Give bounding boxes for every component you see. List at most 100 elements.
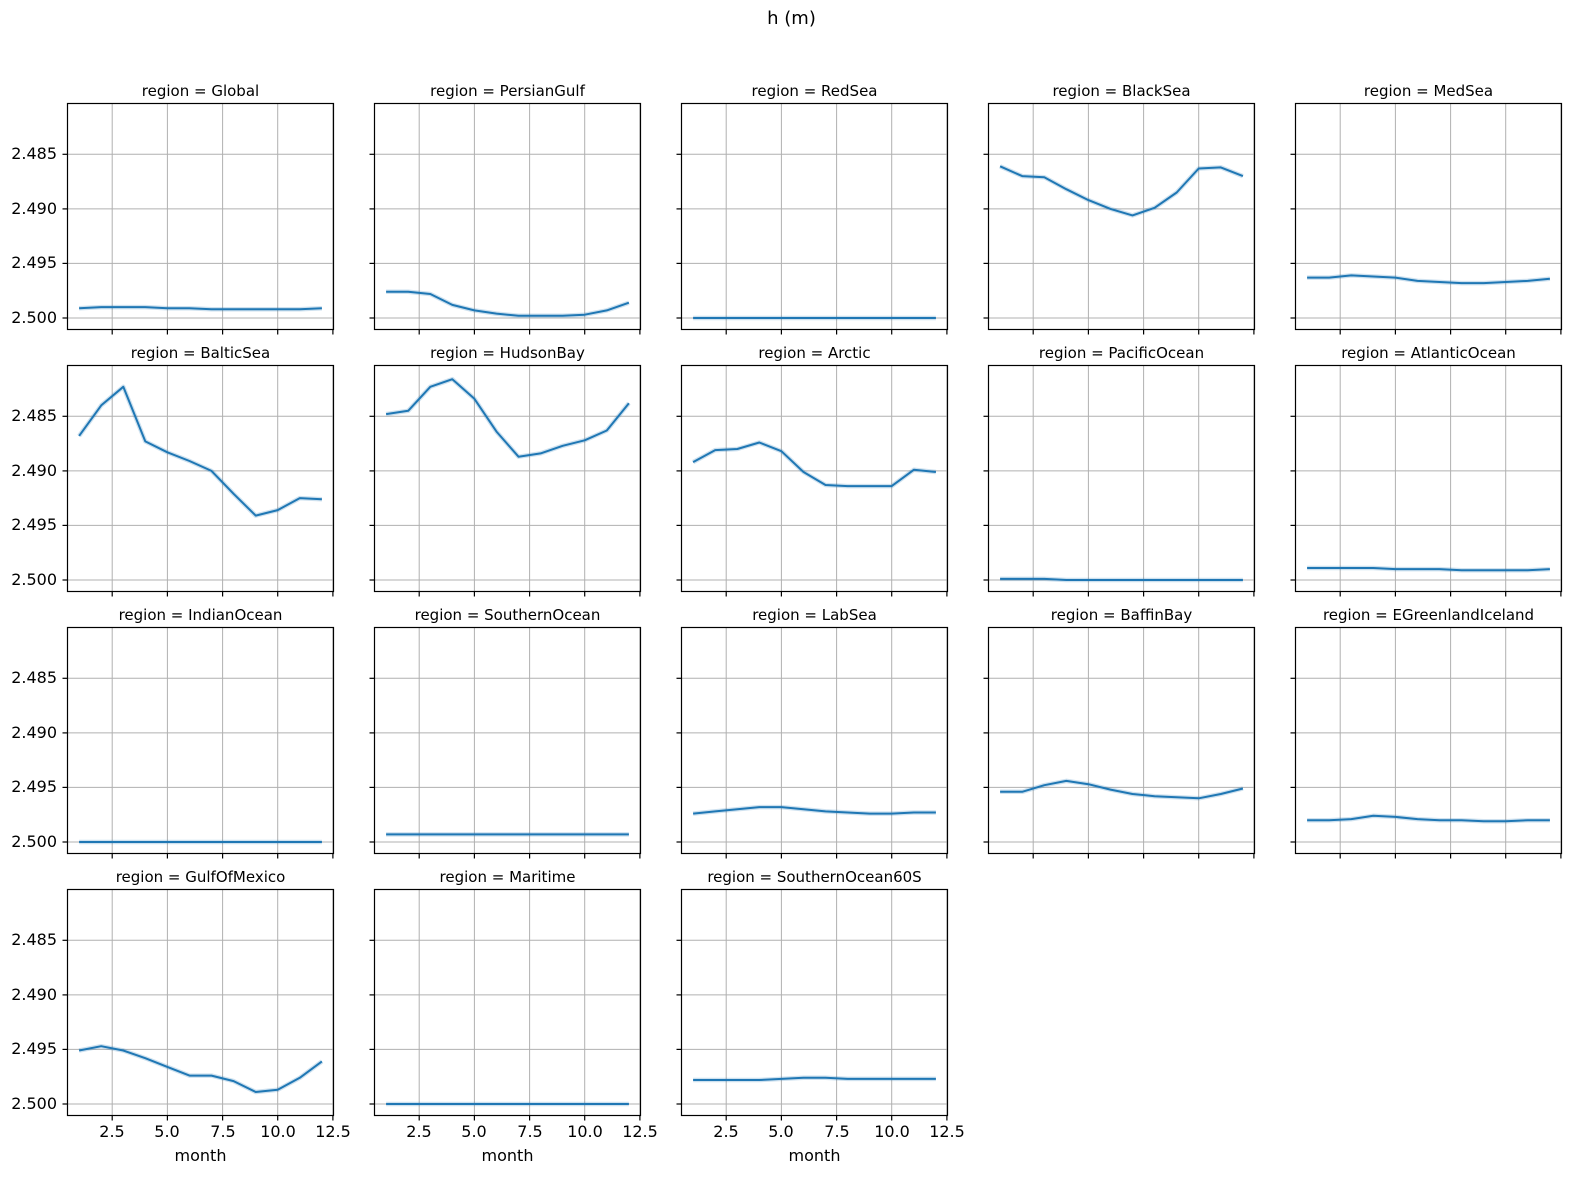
y-tick-label: 2.485 <box>11 406 57 425</box>
facet-plot-area <box>369 364 642 597</box>
facet-plot-area: 2.485 2.490 2.495 2.500 <box>11 102 335 335</box>
axes-spine <box>373 888 642 1117</box>
facet-title: region = Maritime <box>439 868 576 886</box>
axes-spine <box>680 888 949 1117</box>
facet-plot <box>983 102 1256 335</box>
axes-spine <box>1294 626 1563 855</box>
axes-spine <box>987 102 1256 331</box>
facet-panel-BaffinBay: region = BaffinBay <box>983 604 1256 859</box>
facet-plot-area: 2.485 2.490 2.495 2.500 <box>11 364 335 597</box>
axes-spine <box>1294 102 1563 331</box>
facet-plot <box>62 364 335 597</box>
facet-title: region = SouthernOcean60S <box>707 868 922 886</box>
data-line <box>78 385 322 517</box>
y-tick-label: 2.495 <box>11 515 57 534</box>
facet-plot <box>369 102 642 335</box>
facet-plot <box>1290 364 1563 597</box>
facet-title: region = BaffinBay <box>1050 606 1193 624</box>
facet-plot <box>983 364 1256 597</box>
facet-plot <box>369 364 642 597</box>
facet-panel-GulfOfMexico: region = GulfOfMexico 2.485 2.490 2.495 2.50… <box>11 866 351 1165</box>
facet-title: region = RedSea <box>751 82 878 100</box>
facet-title: region = BlackSea <box>1052 82 1191 100</box>
confidence-band <box>999 164 1244 218</box>
facet-plot-area <box>676 364 949 597</box>
y-tick-label: 2.490 <box>11 723 57 742</box>
x-tick-label: 7.5 <box>210 1122 236 1141</box>
facet-panel-Arctic: region = Arctic <box>676 342 949 597</box>
data-line <box>1307 274 1550 285</box>
facet-panel-BlackSea: region = BlackSea <box>983 80 1256 335</box>
x-tick-label: 12.5 <box>929 1122 965 1141</box>
facet-panel-Maritime: region = Maritime 2.5 5.0 7.5 10.0 12.5 month <box>369 866 658 1165</box>
facet-plot <box>1290 626 1563 859</box>
facet-title: region = SouthernOcean <box>414 606 601 624</box>
facet-plot-area <box>1290 102 1563 335</box>
facet-panel-Global: region = Global 2.485 2.490 2.495 2.500 <box>11 80 335 335</box>
facet-panel-PacificOcean: region = PacificOcean <box>983 342 1256 597</box>
facet-plot <box>369 626 642 859</box>
data-line <box>386 290 630 317</box>
facet-title: region = Arctic <box>758 344 871 362</box>
figure-title: h (m) <box>767 8 816 29</box>
x-tick-label: 10.0 <box>874 1122 910 1141</box>
axes-spine <box>373 102 642 331</box>
facet-plot <box>983 626 1256 859</box>
y-tick-label: 2.490 <box>11 985 57 1004</box>
facet-title: region = GulfOfMexico <box>115 868 286 886</box>
x-tick-label: 7.5 <box>517 1122 543 1141</box>
x-tick-label: 2.5 <box>713 1122 739 1141</box>
x-axis-label: month <box>481 1146 534 1165</box>
data-line <box>78 1045 323 1093</box>
facet-plot-area <box>1290 626 1563 859</box>
facet-title: region = EGreenlandIceland <box>1322 606 1535 624</box>
facet-plot-area <box>1290 364 1563 597</box>
y-tick-label: 2.485 <box>11 930 57 949</box>
facet-plot-area: 2.485 2.490 2.495 2.500 2.5 5.0 7.5 10.0 12.5 mon… <box>11 888 351 1165</box>
x-axis-label: month <box>788 1146 841 1165</box>
y-tick-label: 2.485 <box>11 144 57 163</box>
facet-panel-RedSea: region = RedSea <box>676 80 949 335</box>
facet-plot-area <box>369 102 642 335</box>
data-line <box>1307 814 1550 823</box>
y-tick-label: 2.500 <box>11 308 57 327</box>
axes-spine <box>680 102 949 331</box>
confidence-band <box>77 384 323 518</box>
x-tick-label: 12.5 <box>315 1122 351 1141</box>
facet-plot-area <box>983 364 1256 597</box>
facet-panel-PersianGulf: region = PersianGulf <box>369 80 642 335</box>
facet-title: region = PacificOcean <box>1038 344 1205 362</box>
facet-panel-MedSea: region = MedSea <box>1290 80 1563 335</box>
y-tick-label: 2.485 <box>11 668 57 687</box>
x-tick-label: 2.5 <box>99 1122 125 1141</box>
x-tick-label: 2.5 <box>406 1122 432 1141</box>
facet-plot <box>676 102 949 335</box>
facet-panel-SouthernOcean60S: region = SouthernOcean60S 2.5 5.0 7.5 10.0 12… <box>676 866 965 1165</box>
data-line <box>385 378 630 458</box>
axes-spine <box>680 626 949 855</box>
facet-panel-EGreenlandIceland: region = EGreenlandIceland <box>1290 604 1563 859</box>
axes-spine <box>1294 364 1563 593</box>
axes-spine <box>66 364 335 593</box>
y-tick-label: 2.490 <box>11 461 57 480</box>
y-tick-label: 2.495 <box>11 253 57 272</box>
facet-plot <box>676 364 949 597</box>
facet-title: region = BalticSea <box>130 344 271 362</box>
facet-panel-HudsonBay: region = HudsonBay <box>369 342 642 597</box>
facet-plot-area: 2.485 2.490 2.495 2.500 <box>11 626 335 859</box>
x-tick-label: 10.0 <box>260 1122 296 1141</box>
x-tick-label: 5.0 <box>461 1122 487 1141</box>
facet-title: region = Global <box>141 82 260 100</box>
facet-title: region = HudsonBay <box>430 344 585 362</box>
facet-title: region = LabSea <box>752 606 877 624</box>
y-tick-label: 2.500 <box>11 570 57 589</box>
facet-panel-IndianOcean: region = IndianOcean 2.485 2.490 2.495 2.500 <box>11 604 335 859</box>
data-line <box>692 441 936 488</box>
y-tick-label: 2.490 <box>11 199 57 218</box>
facet-title: region = MedSea <box>1363 82 1494 100</box>
data-line <box>1307 567 1550 572</box>
facet-panel-AtlanticOcean: region = AtlanticOcean <box>1290 342 1563 597</box>
axes-spine <box>680 364 949 593</box>
facet-grid: region = Global 2.485 2.490 2.495 2.500 regio… <box>11 80 1563 1165</box>
